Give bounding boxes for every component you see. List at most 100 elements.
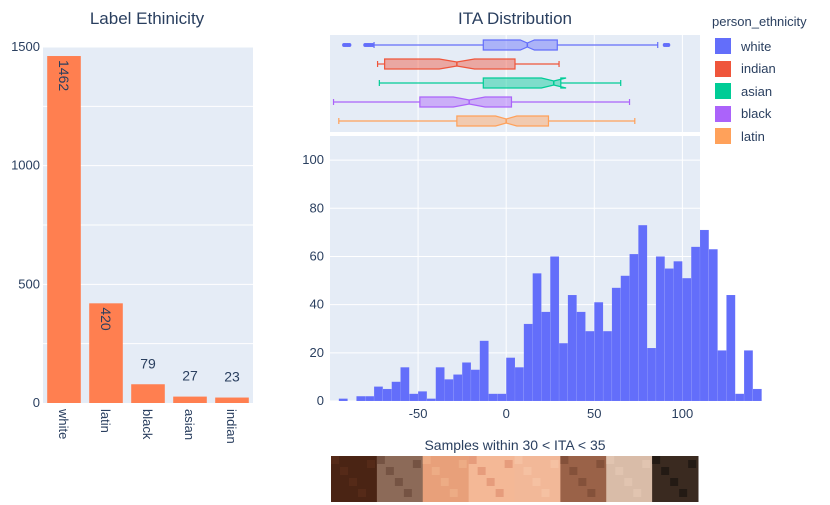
hist-bar	[373, 386, 384, 402]
legend-label: white	[741, 38, 772, 54]
hist-bar	[479, 340, 489, 402]
x-tick-label: 100	[672, 406, 694, 421]
hist-bar	[338, 398, 348, 402]
box-indian	[376, 58, 560, 70]
hist-bar	[514, 367, 524, 402]
y-tick-label: 500	[18, 276, 40, 291]
hist-bar	[673, 261, 683, 402]
legend: person_ethnicity white indian asian black la…	[712, 14, 807, 148]
legend-swatch	[715, 83, 731, 100]
legend-item-black[interactable]: black	[712, 103, 807, 126]
bar-x-tick-labels: white latin black asian indian	[56, 408, 239, 444]
hist-bar	[444, 379, 454, 402]
hist-bar	[541, 311, 551, 402]
hist-bar	[726, 294, 736, 402]
bar-value-label: 23	[224, 369, 240, 385]
hist-bar	[506, 357, 516, 402]
hist-bar	[497, 393, 507, 402]
legend-item-asian[interactable]: asian	[712, 80, 807, 103]
hist-bar	[752, 388, 762, 402]
legend-label: asian	[741, 83, 773, 99]
hist-series	[338, 224, 762, 402]
y-tick-label: 60	[310, 248, 324, 263]
bar-value-label: 1462	[56, 60, 72, 91]
y-tick-label: 20	[310, 345, 324, 360]
legend-item-indian[interactable]: indian	[712, 58, 807, 81]
hist-bar	[664, 268, 674, 402]
hist-bar	[391, 381, 401, 402]
hist-bar	[735, 393, 745, 402]
y-tick-label: 80	[310, 200, 324, 215]
legend-item-latin[interactable]: latin	[712, 125, 807, 148]
hist-bar	[576, 311, 586, 402]
legend-label: black	[741, 106, 772, 122]
bar-y-tick-labels: 0 500 1000 1500	[11, 39, 40, 410]
hist-bar	[629, 253, 639, 402]
hist-bar	[409, 393, 419, 402]
legend-swatch	[715, 105, 731, 122]
hist-bar	[743, 350, 754, 402]
samples-title: Samples within 30 < ITA < 35	[424, 437, 605, 453]
x-tick-label: 50	[587, 406, 601, 421]
x-tick-label: white	[56, 408, 71, 439]
legend-label: indian	[741, 61, 776, 77]
hist-bar	[400, 367, 410, 402]
hist-bar	[435, 367, 445, 402]
hist-bar	[682, 277, 692, 402]
hist-bar	[453, 374, 463, 402]
box-chart-title: ITA Distribution	[458, 9, 572, 28]
y-tick-label: 0	[317, 393, 324, 408]
box-latin	[338, 115, 636, 127]
hist-y-tick-labels: 0 20 40 60 80 100	[302, 152, 324, 408]
hist-bar	[426, 398, 436, 402]
hist-bar	[461, 362, 472, 402]
outlier-point	[370, 43, 375, 47]
hist-bar	[417, 391, 428, 402]
hist-bar	[646, 347, 657, 402]
legend-item-white[interactable]: white	[712, 35, 807, 58]
bar-value-label: 420	[98, 307, 114, 331]
hist-bar	[620, 275, 630, 402]
x-tick-label: -50	[409, 406, 428, 421]
x-tick-label: asian	[182, 409, 197, 440]
hist-bar	[356, 396, 366, 402]
hist-bar	[470, 369, 480, 402]
hist-bar	[638, 224, 648, 402]
bar-asian	[173, 396, 207, 403]
outlier-point	[666, 43, 671, 47]
box-series	[332, 39, 671, 127]
hist-bar	[594, 302, 604, 402]
hist-bar	[488, 393, 498, 402]
hist-x-tick-labels: -50 0 50 100	[409, 406, 694, 421]
y-tick-label: 40	[310, 297, 324, 312]
y-tick-label: 100	[302, 152, 324, 167]
bar-white	[47, 56, 81, 403]
bar-value-label: 79	[140, 355, 156, 371]
legend-label: latin	[741, 128, 765, 144]
y-tick-label: 1500	[11, 39, 40, 54]
box-white	[342, 39, 671, 51]
hist-bar	[365, 396, 375, 402]
hist-bar	[717, 350, 727, 402]
bar-series: 1462 420 79 27 23	[47, 56, 249, 403]
sample-image-strip	[331, 456, 699, 502]
legend-swatch	[715, 38, 731, 55]
hist-bar	[602, 330, 613, 402]
bar-indian	[215, 397, 249, 403]
box-black	[332, 96, 631, 108]
hist-bar	[567, 294, 577, 402]
bar-chart-title: Label Ethinicity	[90, 9, 205, 28]
bar-value-label: 27	[182, 368, 198, 384]
legend-title: person_ethnicity	[712, 14, 807, 29]
x-tick-label: indian	[224, 409, 239, 444]
hist-bar	[611, 287, 621, 402]
hist-bar	[585, 330, 595, 402]
y-tick-label: 0	[33, 395, 40, 410]
x-tick-label: black	[140, 409, 155, 440]
bar-black	[131, 384, 165, 403]
hist-bar	[550, 256, 560, 402]
x-tick-label: latin	[98, 409, 113, 433]
x-tick-label: 0	[503, 406, 510, 421]
box-asian	[378, 77, 622, 89]
